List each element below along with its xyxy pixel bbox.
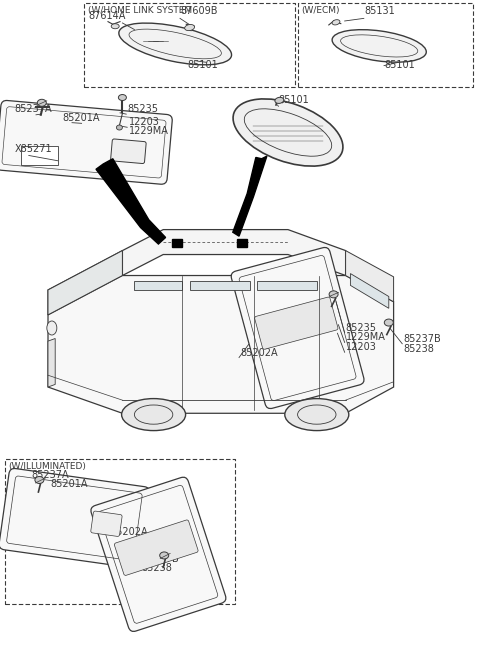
Ellipse shape: [275, 97, 284, 104]
Text: 87614A: 87614A: [89, 11, 126, 21]
Text: 85235: 85235: [127, 104, 158, 114]
Text: 85101: 85101: [384, 60, 415, 70]
Polygon shape: [122, 230, 346, 276]
Text: 85237B: 85237B: [403, 334, 441, 344]
Ellipse shape: [285, 399, 349, 430]
Ellipse shape: [119, 23, 231, 65]
Text: 1229MA: 1229MA: [129, 126, 168, 136]
Text: (W/ECM): (W/ECM): [301, 6, 340, 15]
Ellipse shape: [160, 552, 168, 559]
Text: X85271: X85271: [14, 144, 52, 154]
Polygon shape: [48, 276, 394, 413]
Text: 85101: 85101: [187, 60, 218, 70]
FancyBboxPatch shape: [0, 100, 172, 184]
Bar: [238, 239, 247, 247]
FancyBboxPatch shape: [231, 247, 364, 409]
Text: 85202A: 85202A: [240, 348, 277, 358]
Ellipse shape: [35, 476, 44, 483]
Ellipse shape: [384, 319, 393, 326]
Text: 85238: 85238: [403, 344, 434, 354]
Ellipse shape: [332, 30, 426, 62]
Ellipse shape: [47, 321, 57, 335]
Text: 12203: 12203: [346, 342, 376, 352]
Text: 85101: 85101: [278, 95, 309, 105]
Ellipse shape: [37, 99, 46, 106]
Text: 85237A: 85237A: [14, 104, 52, 114]
FancyBboxPatch shape: [255, 297, 338, 349]
Text: 85237B: 85237B: [142, 554, 180, 564]
Polygon shape: [257, 281, 317, 290]
FancyBboxPatch shape: [91, 511, 122, 537]
Polygon shape: [48, 338, 55, 387]
FancyBboxPatch shape: [0, 468, 150, 568]
Text: 85235: 85235: [346, 323, 377, 333]
Text: (W/ILLUMINATED): (W/ILLUMINATED): [9, 462, 86, 472]
Polygon shape: [346, 251, 394, 302]
Text: 85131: 85131: [365, 7, 396, 16]
Text: 85237A: 85237A: [31, 470, 69, 480]
FancyBboxPatch shape: [114, 520, 198, 575]
Polygon shape: [350, 274, 389, 308]
Ellipse shape: [332, 20, 340, 25]
FancyBboxPatch shape: [91, 477, 226, 632]
Polygon shape: [48, 251, 122, 315]
Text: 87609B: 87609B: [180, 7, 217, 16]
Bar: [172, 239, 181, 247]
Text: (W/HOME LINK SYSTEM: (W/HOME LINK SYSTEM: [88, 6, 192, 15]
Polygon shape: [190, 281, 250, 290]
Polygon shape: [48, 251, 122, 315]
Text: 85201A: 85201A: [62, 113, 100, 123]
Ellipse shape: [121, 399, 186, 430]
FancyBboxPatch shape: [111, 139, 146, 163]
Ellipse shape: [185, 24, 194, 31]
Text: 1229MA: 1229MA: [346, 333, 385, 342]
Text: 85202A: 85202A: [110, 527, 148, 537]
Ellipse shape: [329, 291, 338, 298]
FancyBboxPatch shape: [21, 146, 58, 165]
Ellipse shape: [233, 99, 343, 166]
Ellipse shape: [119, 94, 126, 100]
Polygon shape: [96, 159, 166, 244]
Text: 85201A: 85201A: [50, 479, 88, 489]
Polygon shape: [233, 156, 267, 236]
Text: 85238: 85238: [142, 563, 172, 573]
Text: 12203: 12203: [129, 117, 159, 127]
Ellipse shape: [117, 125, 122, 130]
Ellipse shape: [111, 24, 119, 29]
Polygon shape: [134, 281, 182, 290]
